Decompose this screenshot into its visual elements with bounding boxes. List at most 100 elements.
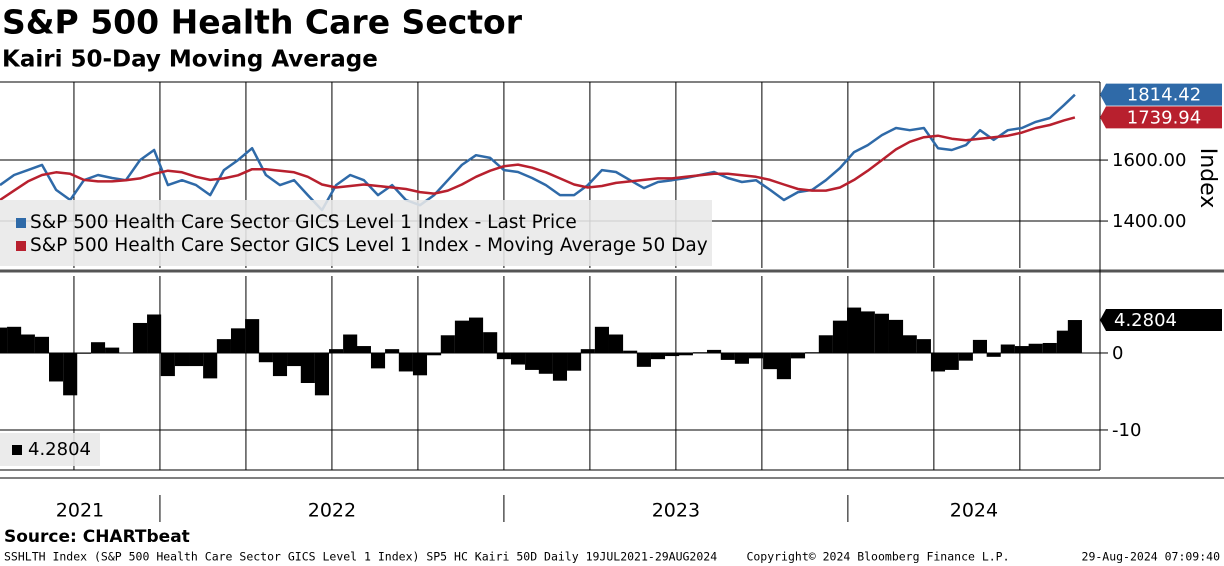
bar [1028,343,1043,353]
bar [552,352,568,381]
bar [1067,320,1082,353]
footer-right: 29-Aug-2024 07:09:40 [1082,550,1221,564]
y-tick-label: -10 [1112,420,1141,441]
bar [818,335,833,353]
bar [440,335,455,353]
bar [370,352,386,369]
bar [189,352,204,367]
bar [623,350,638,353]
bar [860,311,875,353]
bar [90,342,106,353]
bar [132,322,148,353]
bar [314,352,330,396]
bar [258,352,273,363]
x-tick-label: 2021 [56,500,104,522]
bar [958,352,973,361]
bar [650,352,666,360]
line-series [0,116,1076,202]
bar [230,328,246,353]
bar [930,352,946,372]
line-series [0,93,1076,212]
bar [525,352,540,370]
legend-label: 4.2804 [28,439,91,460]
value-box [1100,309,1222,332]
bar [147,314,162,353]
legend-label: S&P 500 Health Care Sector GICS Level 1 … [30,212,577,233]
bar [805,352,820,353]
bar [427,352,442,356]
bar [329,349,344,353]
chart-subtitle: Kairi 50-Day Moving Average [2,47,378,73]
bar [0,327,8,353]
y-tick-label: 0 [1112,343,1123,364]
bar [454,320,469,353]
legend-swatch [16,218,26,228]
bar [678,352,693,356]
bar [594,326,609,353]
y-tick-label: 1400.00 [1112,211,1186,232]
y-tick-label: 1600.00 [1112,150,1186,171]
y-axis-label: Index [1195,148,1220,209]
bar [496,352,511,360]
bar [272,352,288,377]
bar [7,326,22,353]
bar [1014,346,1029,353]
bar [692,352,708,353]
bar [105,347,120,353]
bar [916,339,931,353]
bar [216,339,231,353]
x-tick-label: 2024 [950,500,998,522]
bar [748,352,764,359]
bar [832,320,848,353]
value-box [1100,83,1222,106]
source: Source: CHARTbeat [4,527,190,547]
bar [1056,330,1071,353]
bar [665,352,680,357]
x-tick-label: 2022 [308,500,356,522]
legend-swatch [16,241,26,251]
bar [356,346,371,353]
bar [49,352,64,382]
bar [720,352,735,360]
bar [986,352,1001,357]
bar [888,319,904,353]
bar [847,307,862,353]
legend-label: S&P 500 Health Care Sector GICS Level 1 … [30,235,708,256]
legend-swatch [12,445,22,455]
bar [412,352,428,376]
bar [483,332,498,353]
bar [538,352,553,374]
x-tick-label: 2023 [652,500,700,522]
bar [734,352,749,364]
bar [398,352,413,372]
bar [34,336,50,353]
bar [776,352,791,380]
footer-center: Copyright© 2024 Bloomberg Finance L.P. [746,550,1009,564]
bar [20,334,35,353]
bar [245,319,260,353]
bar [174,352,190,367]
bar [608,334,624,353]
bar [63,352,78,396]
bar [944,352,959,370]
bar [902,335,917,353]
bar [203,352,218,379]
bar [580,349,595,353]
value-label: 1814.42 [1127,85,1201,106]
value-label: 4.2804 [1114,310,1177,331]
chart-title: S&P 500 Health Care Sector [2,3,523,42]
legend-box [0,200,712,266]
bar [1042,342,1057,353]
bar [468,317,484,353]
bar [76,352,91,354]
value-label: 1739.94 [1127,107,1201,128]
bar [385,349,400,353]
bar [1000,344,1015,353]
bar [287,352,302,367]
bar [300,352,315,384]
bar [972,339,988,353]
bar [343,334,358,353]
bar [707,349,722,353]
footer-left: SSHLTH Index (S&P 500 Health Care Sector… [4,550,717,564]
